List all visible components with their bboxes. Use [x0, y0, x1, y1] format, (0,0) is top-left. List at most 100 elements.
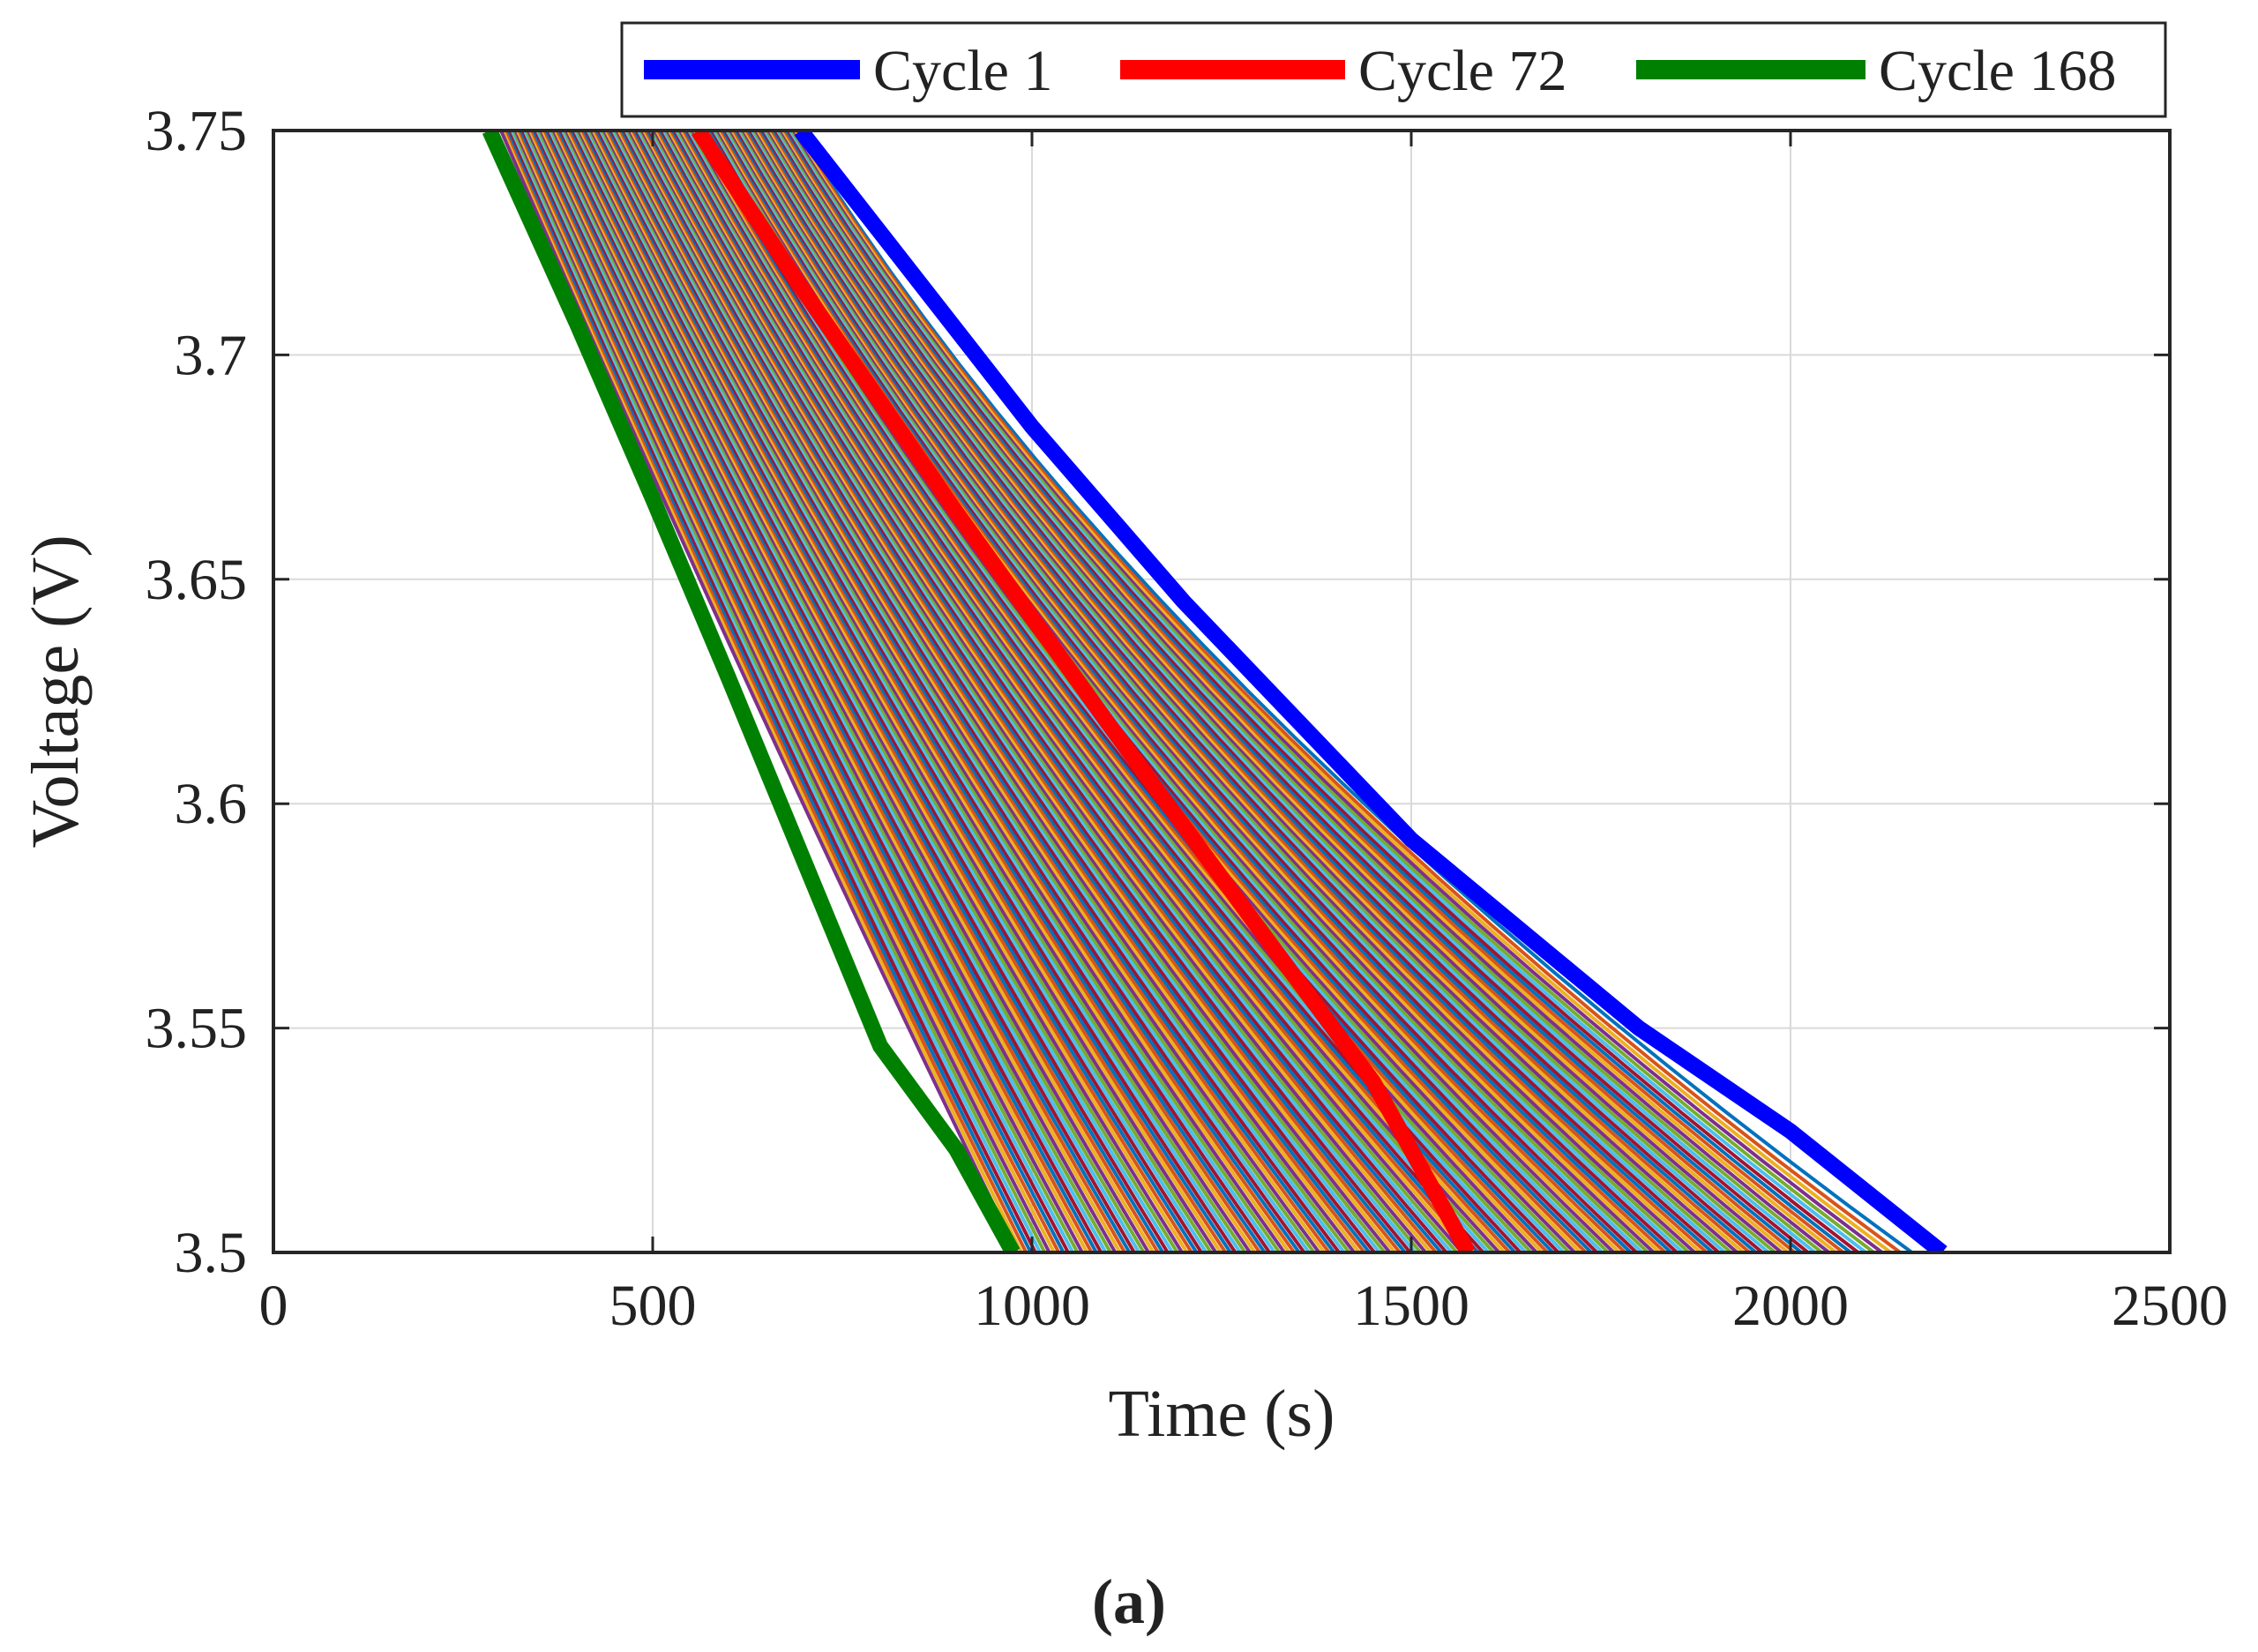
background-cycle-line: [795, 131, 1913, 1252]
background-cycle-line: [629, 131, 1366, 1252]
background-cycle-line: [654, 131, 1438, 1252]
background-cycle-line: [788, 131, 1875, 1252]
background-cycle-line: [526, 131, 1089, 1252]
background-cycle-line: [639, 131, 1396, 1252]
background-cycle-line: [593, 131, 1267, 1252]
background-cycle-line: [586, 131, 1247, 1252]
background-cycle-line: [622, 131, 1346, 1252]
x-tick-label: 2500: [2112, 1274, 2228, 1338]
legend-box: [620, 21, 2167, 118]
x-tick-label: 2000: [1732, 1274, 1849, 1338]
background-cycle-line: [505, 131, 1033, 1252]
y-tick-label: 3.7: [175, 323, 248, 387]
background-cycle-line: [575, 131, 1218, 1252]
background-cycle-line: [573, 131, 1213, 1252]
background-cycle-line: [596, 131, 1276, 1252]
legend-label-cycle-72: Cycle 72: [1358, 39, 1566, 103]
background-cycle-line: [560, 131, 1179, 1252]
tick-marks: [272, 129, 2172, 1254]
background-cycle-line: [534, 131, 1108, 1252]
background-cycle-line: [603, 131, 1296, 1252]
background-cycle-line: [580, 131, 1232, 1252]
background-cycle-line: [605, 131, 1301, 1252]
background-cycle-line: [602, 131, 1291, 1252]
background-cycle-line: [506, 131, 1037, 1252]
series-line-cycle-1: [794, 131, 1948, 1252]
x-tick-label: 1500: [1353, 1274, 1469, 1338]
background-cycle-line: [620, 131, 1341, 1252]
background-cycle-line: [541, 131, 1126, 1252]
background-cycle-line: [527, 131, 1094, 1252]
background-cycle-line: [670, 131, 1484, 1252]
background-cycle-line: [618, 131, 1336, 1252]
background-cycle-line: [522, 131, 1080, 1252]
background-cycle-line: [558, 131, 1174, 1252]
background-cycle-line: [503, 131, 1028, 1252]
background-cycle-line: [551, 131, 1155, 1252]
background-cycle-line: [692, 131, 1549, 1252]
background-cycle-line: [662, 131, 1459, 1252]
background-cycle-line: [572, 131, 1208, 1252]
background-cycle-line: [513, 131, 1056, 1252]
background-cycle-line: [617, 131, 1331, 1252]
background-cycle-line: [553, 131, 1160, 1252]
background-cycle-line: [624, 131, 1351, 1252]
background-cycle-line: [589, 131, 1257, 1252]
y-tick-label: 3.65: [146, 548, 248, 612]
background-cycle-line: [539, 131, 1122, 1252]
background-cycle-line: [535, 131, 1112, 1252]
x-tick-labels: 0 500 1000 1500 2000 2500: [259, 1274, 2229, 1338]
y-tick-label: 3.5: [175, 1221, 248, 1285]
background-cycle-line: [607, 131, 1306, 1252]
y-tick-labels: 3.5 3.55 3.6 3.65 3.7 3.75: [146, 99, 248, 1285]
background-cycle-line: [615, 131, 1326, 1252]
legend: Cycle 1 Cycle 72 Cycle 168: [620, 21, 2167, 118]
background-cycle-line: [594, 131, 1271, 1252]
background-cycle-line: [625, 131, 1356, 1252]
background-cycle-line: [587, 131, 1252, 1252]
background-cycle-line: [782, 131, 1852, 1252]
legend-label-cycle-1: Cycle 1: [873, 39, 1052, 103]
background-cycle-line: [508, 131, 1042, 1252]
background-cycle-line: [555, 131, 1165, 1252]
background-cycle-line: [548, 131, 1146, 1252]
background-cycle-line: [567, 131, 1199, 1252]
series-line-cycle-72: [692, 131, 1476, 1252]
background-cycle-line: [524, 131, 1084, 1252]
background-cycle-line: [777, 131, 1830, 1252]
plot-frame: [272, 129, 2172, 1254]
y-tick-label: 3.6: [175, 772, 248, 836]
y-tick-label: 3.55: [146, 997, 248, 1061]
background-cycle-line: [611, 131, 1316, 1252]
background-cycle-line: [582, 131, 1237, 1252]
background-cycle-line: [564, 131, 1189, 1252]
background-cycle-line: [562, 131, 1184, 1252]
background-cycle-line: [791, 131, 1892, 1252]
background-cycle-line: [598, 131, 1282, 1252]
background-cycle-line: [546, 131, 1141, 1252]
background-cycle-line: [510, 131, 1047, 1252]
background-cycle-line: [584, 131, 1242, 1252]
background-cycle-line: [613, 131, 1321, 1252]
background-cycle-line: [501, 131, 1023, 1252]
background-cycle-line: [531, 131, 1103, 1252]
background-cycle-line: [565, 131, 1193, 1252]
background-cycle-line: [591, 131, 1261, 1252]
legend-label-cycle-168: Cycle 168: [1879, 39, 2116, 103]
background-cycle-line: [627, 131, 1361, 1252]
background-cycle-line: [600, 131, 1286, 1252]
x-axis-label: Time (s): [1109, 1377, 1335, 1451]
background-cycle-line: [519, 131, 1070, 1252]
figure-caption: (a): [1092, 1566, 1166, 1637]
background-cycle-lines: [499, 131, 1913, 1252]
background-cycle-line: [537, 131, 1118, 1252]
background-cycle-line: [609, 131, 1311, 1252]
highlighted-series-lines: [482, 131, 1948, 1252]
background-cycle-line: [517, 131, 1065, 1252]
background-cycle-line: [681, 131, 1517, 1252]
y-tick-label: 3.75: [146, 99, 248, 163]
series-line-cycle-168: [482, 131, 1021, 1252]
x-tick-label: 1000: [974, 1274, 1090, 1338]
background-cycle-line: [789, 131, 1884, 1252]
